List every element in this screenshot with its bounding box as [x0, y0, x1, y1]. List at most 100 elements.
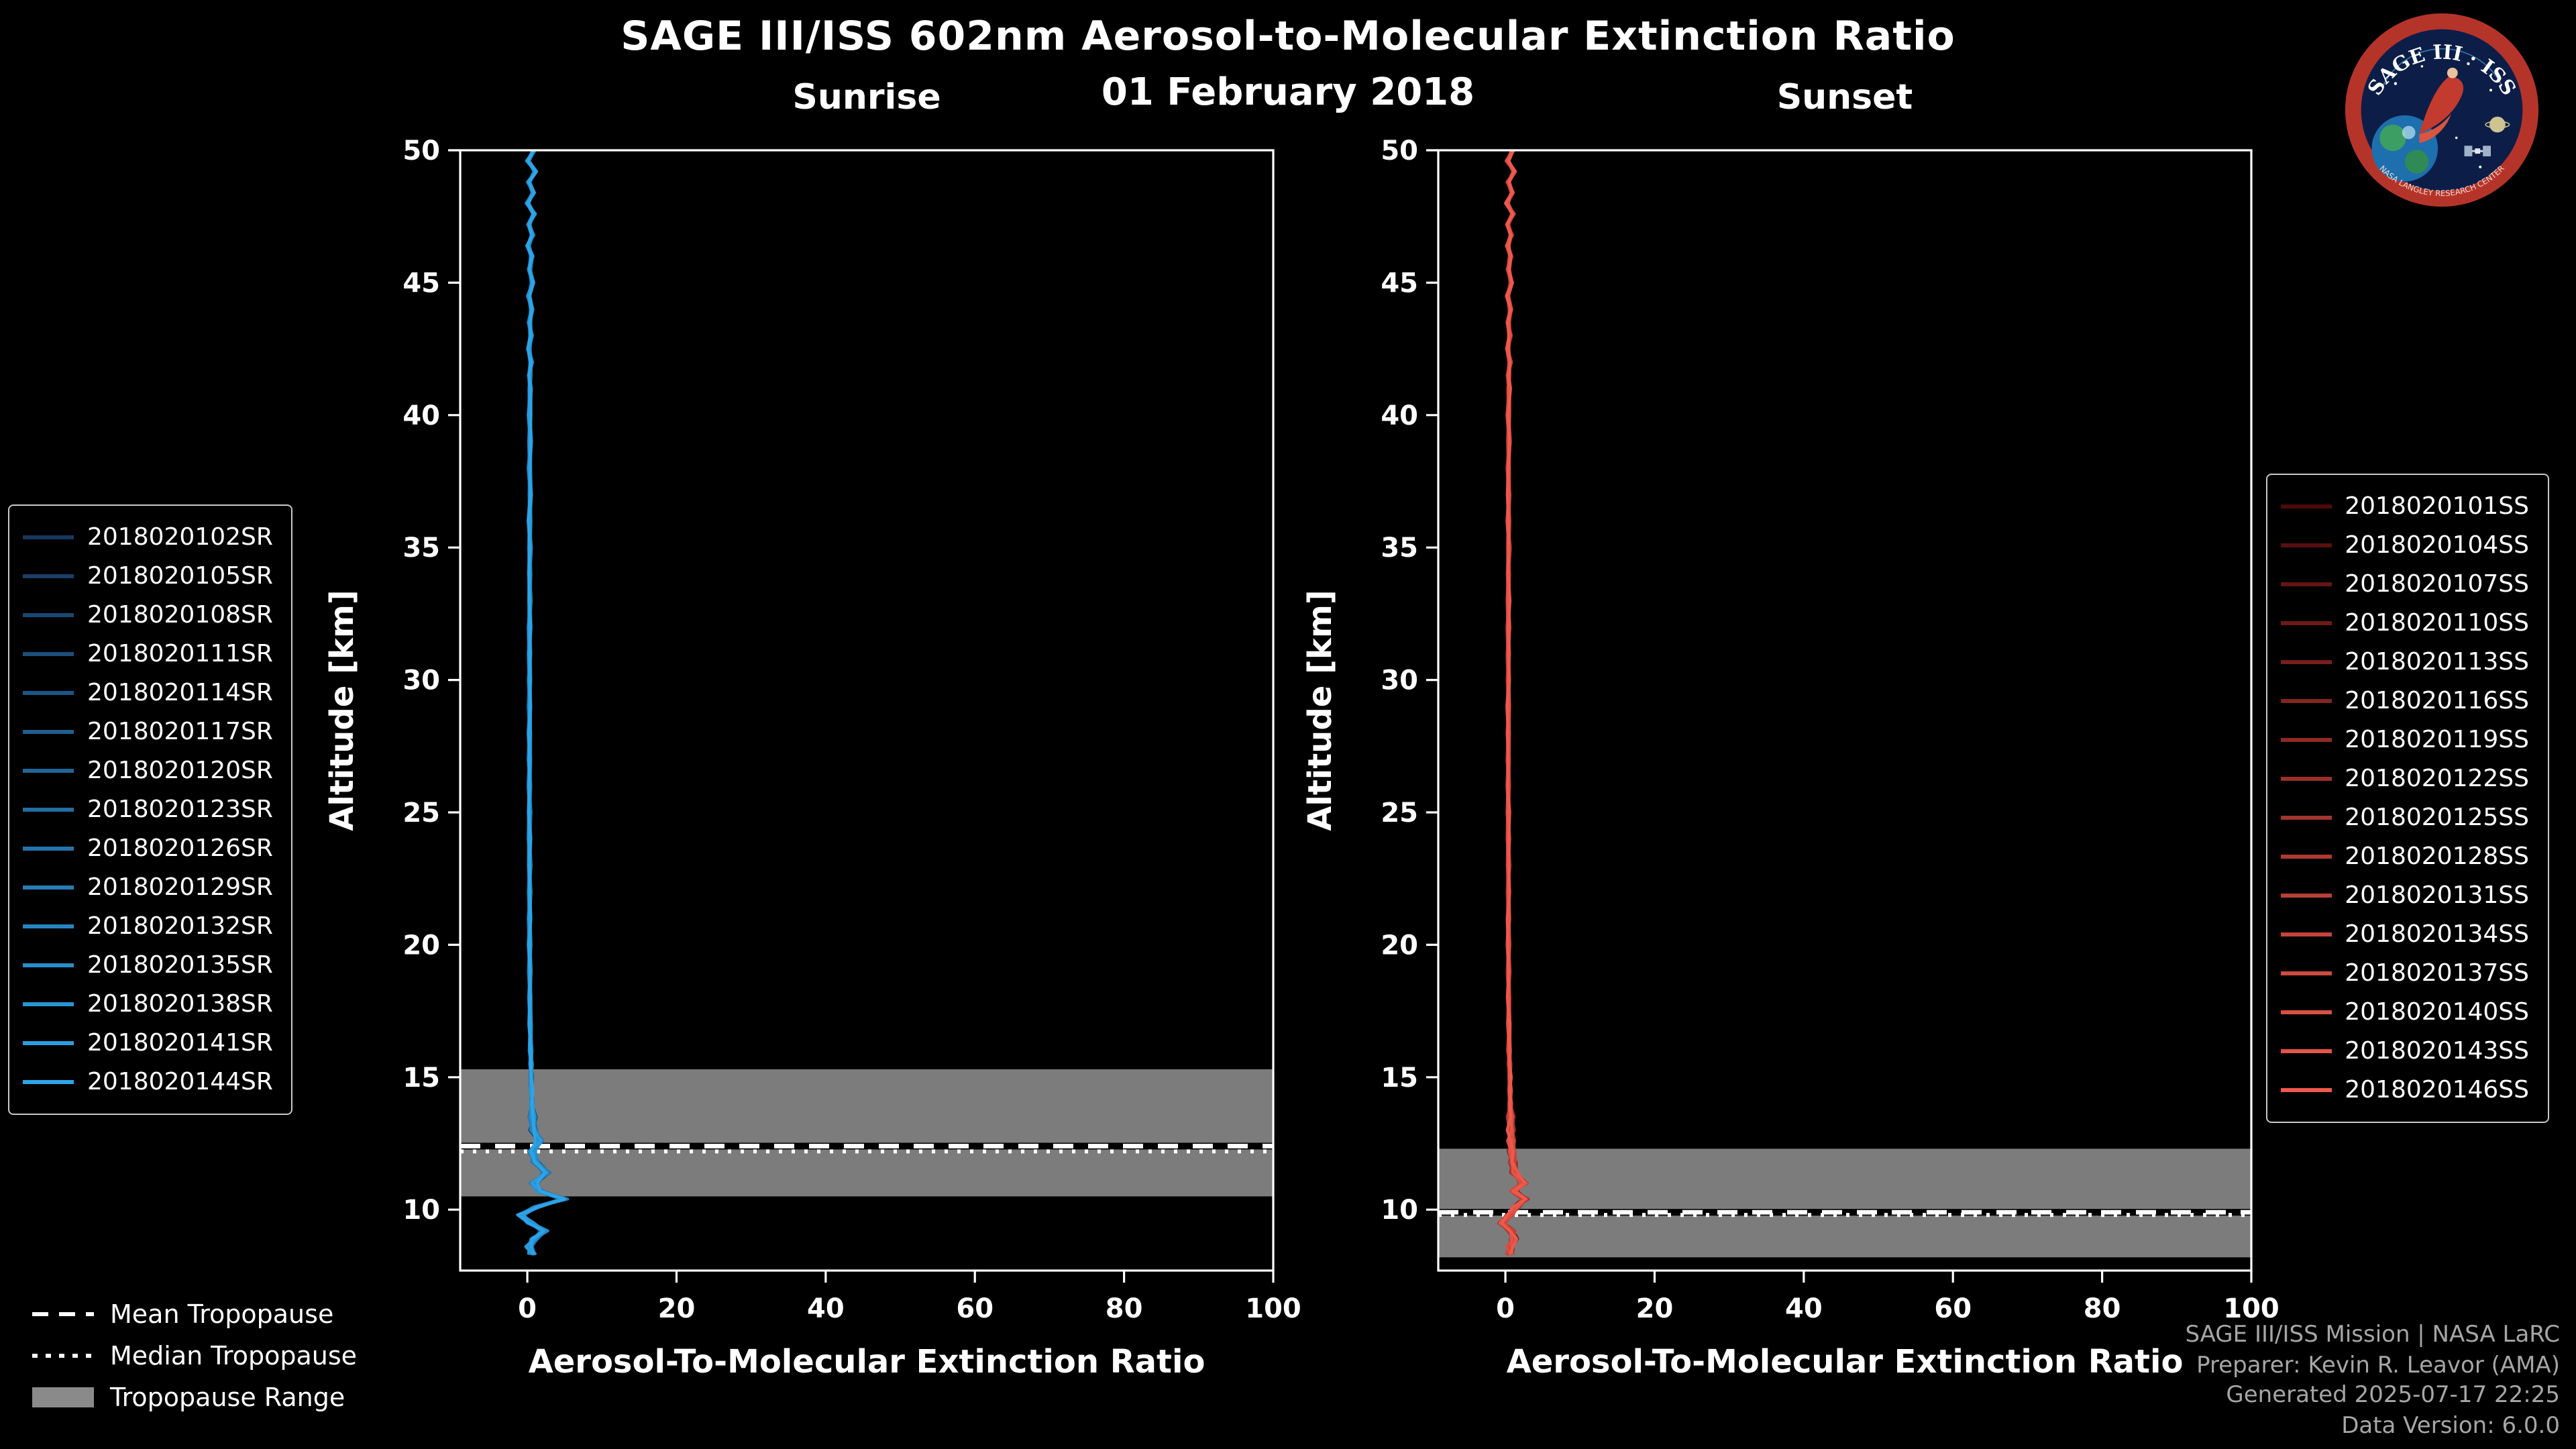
- series-color-swatch: [23, 1002, 74, 1006]
- series-label: 2018020131SS: [2345, 881, 2529, 910]
- profile-line-2018020143SS: [1498, 150, 1528, 1255]
- series-color-swatch: [23, 769, 74, 773]
- credit-preparer: Preparer: Kevin R. Leavor (AMA): [2196, 1352, 2560, 1379]
- legend-item: 2018020110SS: [2280, 604, 2529, 643]
- profile-line-2018020144SR: [517, 150, 566, 1256]
- series-color-swatch: [23, 808, 74, 812]
- y-axis-label: Altitude [km]: [323, 590, 361, 831]
- series-label: 2018020132SR: [87, 912, 273, 941]
- logo-orbit-arc: [2381, 48, 2502, 88]
- legend-item: 2018020113SS: [2280, 643, 2529, 682]
- legend-item: 2018020123SR: [23, 790, 273, 829]
- sunset-panel-title: Sunset: [1776, 78, 1913, 118]
- sage-iss-logo-badge: SAGE III · ISS NASA LANGLEY RESEARCH CEN…: [2345, 13, 2539, 207]
- series-color-swatch: [2280, 1088, 2332, 1092]
- series-color-swatch: [2280, 543, 2332, 547]
- series-color-swatch: [23, 924, 74, 928]
- series-color-swatch: [2280, 621, 2332, 625]
- tropopause-range-band: [1438, 1148, 2251, 1258]
- series-label: 2018020119SS: [2345, 726, 2529, 754]
- x-tick-label: 20: [658, 1293, 696, 1324]
- profile-lines: [515, 149, 570, 1256]
- legend-item: 2018020122SS: [2280, 759, 2529, 798]
- legend-item: 2018020128SS: [2280, 837, 2529, 876]
- sunrise-panel-title: Sunrise: [792, 78, 941, 118]
- y-tick-label: 35: [1381, 533, 1418, 564]
- series-label: 2018020104SS: [2345, 531, 2529, 559]
- series-label: 2018020101SS: [2345, 492, 2529, 521]
- series-color-swatch: [23, 1041, 74, 1045]
- profile-lines: [1497, 149, 1530, 1256]
- x-axis-label: Aerosol-To-Molecular Extinction Ratio: [529, 1343, 1205, 1381]
- legend-item: 2018020120SR: [23, 751, 273, 790]
- series-label: 2018020128SS: [2345, 843, 2529, 871]
- sunset-legend: 2018020101SS 2018020104SS 2018020107SS 2018…: [2265, 474, 2549, 1123]
- legend-item: 2018020140SS: [2280, 993, 2529, 1032]
- dashed-line-swatch: [32, 1311, 94, 1317]
- series-color-swatch: [23, 613, 74, 617]
- series-label: 2018020123SR: [87, 796, 273, 824]
- sunrise-legend: 2018020102SR 2018020105SR 2018020108SR 2018…: [8, 504, 293, 1115]
- series-color-swatch: [2280, 816, 2332, 820]
- mean-tropopause-label: Mean Tropopause: [110, 1299, 334, 1329]
- series-color-swatch: [23, 691, 74, 695]
- legend-item: 2018020138SR: [23, 985, 273, 1024]
- series-color-swatch: [2280, 1049, 2332, 1053]
- series-color-swatch: [2280, 855, 2332, 859]
- legend-item: 2018020146SS: [2280, 1071, 2529, 1110]
- series-label: 2018020113SS: [2345, 648, 2529, 676]
- series-color-swatch: [23, 730, 74, 734]
- series-label: 2018020102SR: [87, 523, 273, 551]
- series-color-swatch: [2280, 777, 2332, 781]
- legend-item: 2018020135SR: [23, 946, 273, 985]
- logo-iss-satellite: [2464, 146, 2491, 157]
- legend-item: 2018020116SS: [2280, 682, 2529, 720]
- series-label: 2018020110SS: [2345, 609, 2529, 637]
- credit-generated: Generated 2025-07-17 22:25: [2226, 1382, 2560, 1409]
- legend-item: 2018020141SR: [23, 1024, 273, 1063]
- tropopause-legend: Mean Tropopause Median Tropopause Tropop…: [32, 1293, 357, 1418]
- logo-moon: [2485, 116, 2510, 133]
- y-tick-label: 50: [402, 136, 440, 166]
- series-label: 2018020138SR: [87, 990, 273, 1018]
- series-color-swatch: [2280, 1010, 2332, 1014]
- logo-hermes-figure: [2419, 67, 2464, 144]
- legend-item: 2018020108SR: [23, 596, 273, 635]
- x-tick-label: 40: [807, 1293, 845, 1324]
- legend-item: 2018020131SS: [2280, 876, 2529, 915]
- legend-item: 2018020107SS: [2280, 565, 2529, 604]
- series-color-swatch: [2280, 660, 2332, 664]
- y-tick-label: 25: [1381, 798, 1418, 828]
- x-tick-label: 100: [1245, 1293, 1301, 1324]
- figure-date: 01 February 2018: [1101, 70, 1475, 114]
- y-axis-label: Altitude [km]: [1301, 590, 1339, 831]
- legend-item: 2018020129SR: [23, 868, 273, 907]
- series-color-swatch: [2280, 582, 2332, 586]
- series-color-swatch: [23, 1080, 74, 1084]
- plot-frame: [459, 149, 1275, 1272]
- series-label: 2018020129SR: [87, 873, 273, 902]
- y-tick-label: 45: [1381, 268, 1418, 299]
- y-tick-label: 30: [1381, 665, 1418, 696]
- y-tick-label: 40: [402, 400, 440, 431]
- credits-block: SAGE III/ISS Mission | NASA LaRC Prepare…: [2185, 1321, 2560, 1442]
- series-color-swatch: [23, 963, 74, 967]
- series-label: 2018020111SR: [87, 640, 273, 668]
- series-label: 2018020116SS: [2345, 687, 2529, 715]
- series-color-swatch: [2280, 932, 2332, 936]
- series-color-swatch: [2280, 699, 2332, 703]
- series-label: 2018020143SS: [2345, 1037, 2529, 1065]
- series-label: 2018020105SR: [87, 562, 273, 590]
- series-label: 2018020144SR: [87, 1068, 273, 1096]
- profile-line-2018020101SS: [1500, 150, 1529, 1256]
- series-color-swatch: [2280, 738, 2332, 742]
- median-tropopause-legend-item: Median Tropopause: [32, 1335, 357, 1377]
- x-tick-label: 0: [1496, 1293, 1515, 1324]
- series-label: 2018020141SR: [87, 1029, 273, 1057]
- legend-item: 2018020102SR: [23, 518, 273, 557]
- y-tick-label: 50: [1381, 136, 1418, 166]
- series-color-swatch: [2280, 504, 2332, 508]
- mean-tropopause-legend-item: Mean Tropopause: [32, 1293, 357, 1335]
